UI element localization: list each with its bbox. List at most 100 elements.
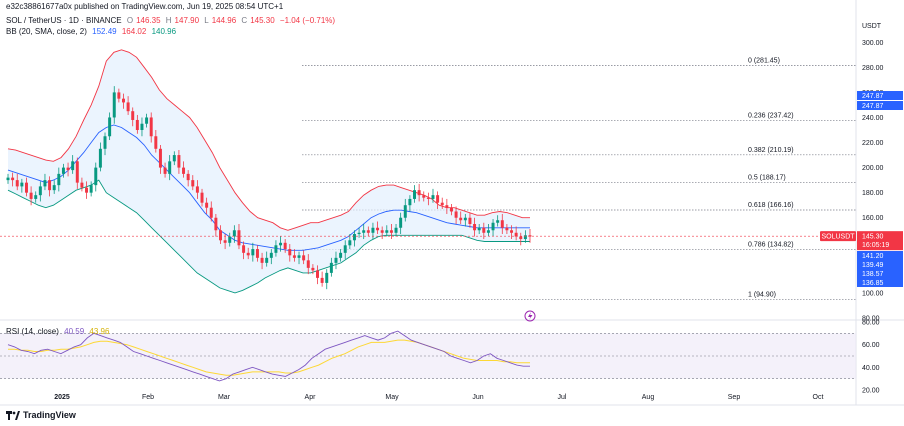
candle-body <box>399 217 403 228</box>
candle-body <box>380 230 384 233</box>
candle-body <box>117 92 121 99</box>
candle-body <box>195 186 199 193</box>
candle-body <box>366 230 370 233</box>
candle-body <box>357 232 361 235</box>
candle-body <box>422 195 426 198</box>
candle-body <box>66 167 70 171</box>
time-tick-label: 2025 <box>54 394 70 401</box>
rsi-tick-label: 40.00 <box>862 365 880 372</box>
candle-body <box>232 230 236 237</box>
rsi-label[interactable]: RSI (14, close) <box>6 327 59 336</box>
candle-body <box>376 227 380 231</box>
candle-body <box>228 236 232 243</box>
candle-body <box>11 177 15 181</box>
candle-body <box>348 240 352 246</box>
bb-upper-line <box>7 49 530 231</box>
tradingview-logo[interactable]: TradingView <box>6 410 76 420</box>
bb-label[interactable]: BB (20, SMA, close, 2) <box>6 27 87 36</box>
bb-legend: BB (20, SMA, close, 2) 152.49 164.02 140… <box>6 27 179 36</box>
bb-basis-line <box>7 124 530 251</box>
symbol-tag: SOLUSDT <box>821 234 855 241</box>
bb-upper-value: 164.02 <box>121 27 147 36</box>
axis-value-tag-bg <box>857 91 903 100</box>
candle-body <box>149 117 153 137</box>
candle-body <box>219 230 222 241</box>
candle-body <box>163 167 167 174</box>
candle-body <box>38 186 42 196</box>
candle-body <box>496 220 500 223</box>
axis-value-tag: 247.87 <box>862 93 884 100</box>
candle-body <box>237 230 241 246</box>
candle-body <box>61 167 65 174</box>
price-tick-label: 220.00 <box>862 140 884 147</box>
candle-body <box>316 270 319 278</box>
axis-value-tag: 141.20 <box>862 253 884 260</box>
candle-body <box>302 255 306 261</box>
candle-body <box>413 190 417 199</box>
axis-value-tag-bg <box>857 101 903 110</box>
candle-body <box>172 155 176 162</box>
candle-body <box>135 119 139 130</box>
time-tick-label: Jun <box>472 394 483 401</box>
fib-level-label: 0.236 (237.42) <box>748 113 794 120</box>
candle-body <box>288 249 292 256</box>
lightning-bolt-icon <box>528 312 533 320</box>
open-label: O <box>126 16 134 25</box>
candle-body <box>255 249 259 258</box>
candle-body <box>394 227 398 233</box>
lightning-icon <box>524 310 536 322</box>
candle-body <box>29 192 33 199</box>
price-tick-label: 200.00 <box>862 165 884 172</box>
time-tick-label: May <box>385 394 399 401</box>
candle-body <box>325 272 329 283</box>
candle-body <box>449 207 453 212</box>
candle-body <box>292 255 296 258</box>
candle-body <box>140 123 144 130</box>
rsi-tick-label: 20.00 <box>862 388 880 395</box>
candle-body <box>246 252 250 256</box>
candle-body <box>48 180 52 191</box>
candle-body <box>265 257 269 263</box>
candle-body <box>24 182 28 193</box>
candle-body <box>459 217 463 221</box>
candle-body <box>486 230 490 233</box>
fib-level-label: 1 (94.90) <box>748 291 776 298</box>
axis-value-tag-bg <box>857 278 903 287</box>
candle-body <box>112 92 116 118</box>
price-tag: 145.30 <box>862 234 884 241</box>
candle-body <box>251 249 255 256</box>
candle-body <box>260 257 264 263</box>
candle-body <box>205 202 209 208</box>
symbol-name[interactable]: SOL / TetherUS · 1D · BINANCE <box>6 16 122 25</box>
candle-body <box>426 197 430 199</box>
price-tick-label: 100.00 <box>862 290 884 297</box>
fib-level-label: 0.786 (134.82) <box>748 241 794 248</box>
axis-value-tag-bg <box>857 251 903 260</box>
candle-body <box>52 185 56 191</box>
candle-body <box>214 217 218 231</box>
price-tick-label: 180.00 <box>862 190 884 197</box>
candle-body <box>145 117 149 124</box>
low-value: 144.96 <box>211 16 237 25</box>
candle-body <box>108 117 112 137</box>
candle-body <box>482 227 486 233</box>
fib-level-label: 0.5 (188.17) <box>748 174 786 181</box>
candle-body <box>154 136 158 149</box>
rsi-tick-label: 80.00 <box>862 320 880 327</box>
currency-label: USDT <box>862 23 882 30</box>
candle-body <box>408 198 412 206</box>
countdown-tag: 16:05:19 <box>862 242 889 249</box>
candle-body <box>85 187 89 193</box>
candle-body <box>283 242 287 250</box>
candle-body <box>417 190 421 196</box>
candle-body <box>80 182 84 188</box>
candle-body <box>436 195 440 203</box>
candle-body <box>500 220 504 228</box>
candle-body <box>329 262 333 273</box>
candle-body <box>200 192 204 203</box>
candle-body <box>334 257 338 263</box>
published-line: e32c38861677a0x published on TradingView… <box>6 2 284 11</box>
price-tick-label: 160.00 <box>862 215 884 222</box>
price-tick-label: 280.00 <box>862 65 884 72</box>
